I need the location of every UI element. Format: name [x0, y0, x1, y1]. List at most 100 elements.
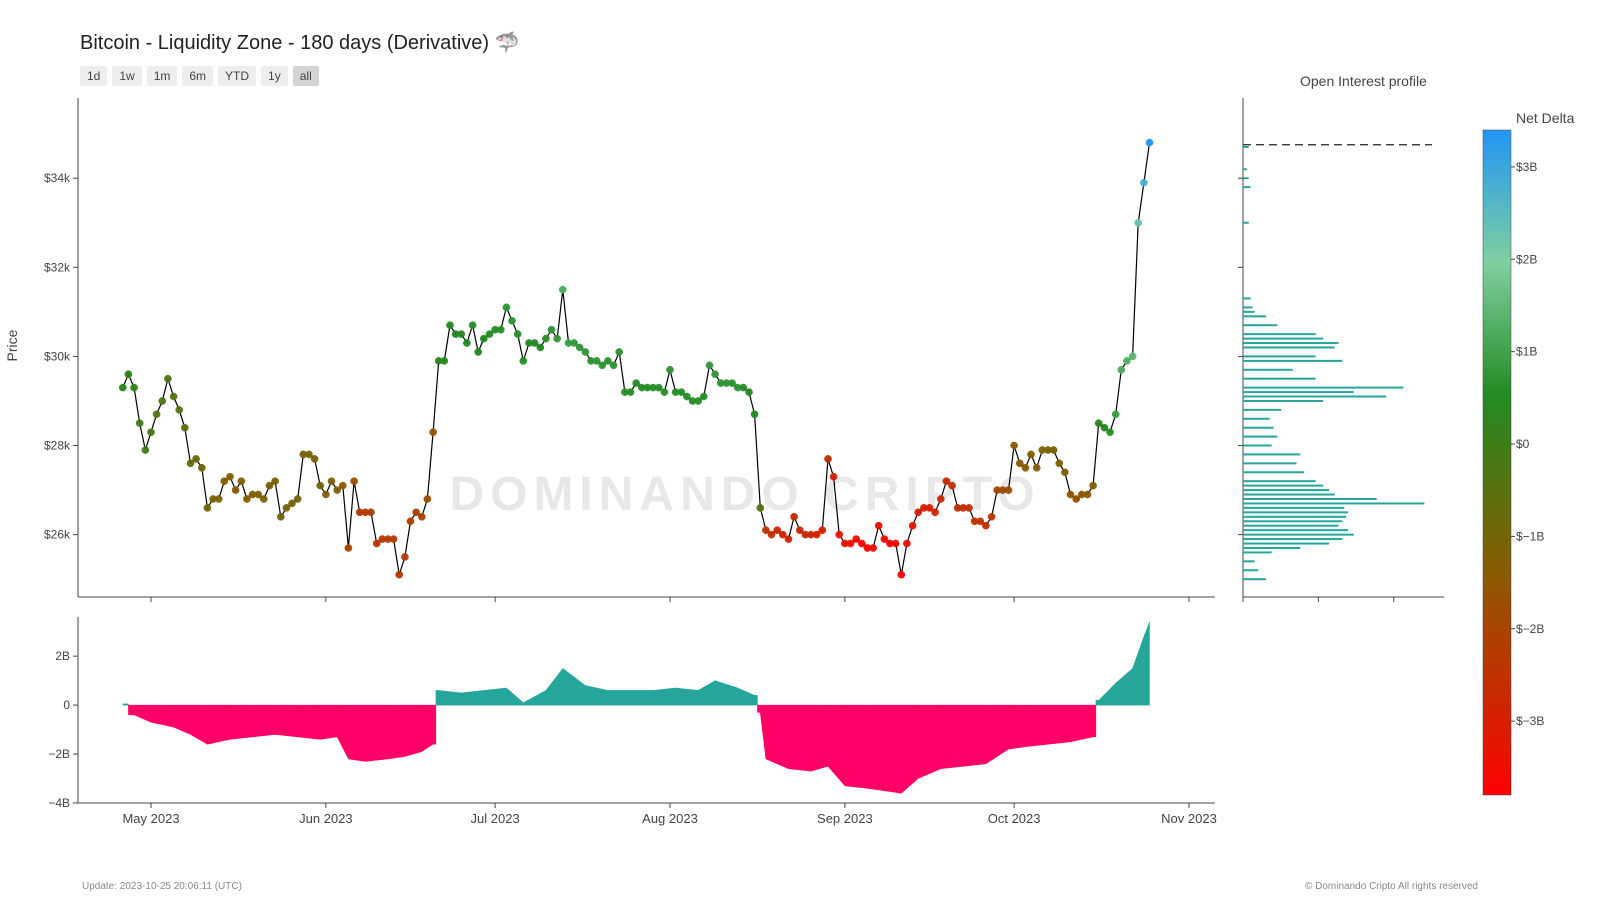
delta-area-segment [675, 687, 699, 706]
price-points [118, 138, 1154, 579]
range-button-1y[interactable]: 1y [261, 66, 288, 86]
colorbar-ticks: $3B $2B $1B $0 $−1B $−2B $−3B [1511, 160, 1544, 728]
delta-area-segment [697, 680, 716, 706]
price-point [485, 330, 494, 338]
oi-bar [1243, 417, 1270, 420]
price-point [237, 477, 246, 486]
delta-area-segment [754, 695, 758, 706]
price-point [666, 365, 674, 374]
delta-area-segment [1132, 636, 1145, 706]
price-point [389, 535, 398, 543]
oi-bar [1243, 395, 1387, 398]
colorbar-tick-label: $−2B [1516, 622, 1544, 636]
price-point [1032, 463, 1041, 472]
price-point [310, 455, 319, 463]
price-y-tick-label: $32k [44, 260, 71, 274]
delta-area-segment [757, 704, 761, 713]
watermark: DOMINANDO CRIPTO [449, 468, 1034, 521]
price-point [598, 361, 607, 370]
delta-area-segment [190, 704, 208, 745]
delta-area-segment [652, 687, 676, 706]
delta-area [122, 621, 1150, 794]
delta-area-segment [844, 704, 868, 789]
delta-y-tick-label: 0 [63, 698, 70, 712]
price-point [147, 428, 155, 437]
oi-bars [1243, 146, 1425, 581]
oi-bar [1243, 333, 1316, 336]
price-point [502, 303, 511, 312]
price-point [220, 477, 229, 486]
price-point [412, 508, 420, 517]
oi-bar [1243, 355, 1316, 358]
oi-bar [1243, 408, 1282, 411]
range-button-1d[interactable]: 1d [80, 66, 108, 86]
oi-bar [1243, 426, 1274, 429]
oi-bar [1243, 177, 1249, 180]
delta-area-segment [150, 704, 174, 728]
price-point [530, 339, 539, 347]
delta-area-segment [252, 704, 276, 738]
oi-bar [1243, 515, 1347, 518]
price-point [852, 535, 861, 543]
oi-bar [1243, 480, 1316, 483]
range-button-1m[interactable]: 1m [146, 66, 178, 86]
oi-bar [1243, 529, 1349, 532]
price-point [152, 410, 161, 419]
delta-area-segment [1095, 699, 1099, 706]
x-tick-label: Nov 2023 [1161, 811, 1217, 826]
delta-area-segment [483, 687, 507, 706]
price-point [1128, 352, 1137, 361]
price-point [745, 388, 753, 396]
price-point [401, 553, 409, 561]
range-button-all[interactable]: all [292, 66, 319, 86]
range-button-6m[interactable]: 6m [182, 66, 214, 86]
price-point [705, 361, 714, 370]
price-point [1010, 441, 1018, 450]
oi-bar [1243, 471, 1305, 474]
price-point [756, 504, 765, 512]
delta-area-segment [133, 704, 152, 723]
price-point [750, 410, 759, 419]
price-point [694, 397, 703, 405]
oi-bar [1243, 306, 1253, 309]
delta-area-segment [917, 704, 942, 779]
oi-bar [1243, 435, 1278, 438]
delta-axes: −4B −2B 0 2B May 2023 Jun 2023 Jul 2023 Aug 202… [48, 617, 1217, 826]
delta-area-segment [128, 704, 135, 716]
chart-title: Bitcoin - Liquidity Zone - 180 days (Der… [80, 32, 520, 54]
price-point [773, 526, 782, 535]
net-delta-colorbar [1482, 129, 1512, 796]
price-point [965, 504, 973, 512]
price-point [976, 517, 985, 526]
price-point [214, 495, 223, 503]
oi-bar [1243, 453, 1301, 456]
delta-area-segment [1092, 704, 1097, 738]
oi-bar [1243, 546, 1301, 549]
price-y-tick-label: $26k [44, 528, 71, 542]
x-tick-label: Sep 2023 [817, 811, 873, 826]
price-y-axis-label: Price [4, 329, 20, 361]
price-point [1111, 410, 1120, 419]
delta-area-segment [432, 704, 437, 745]
price-point [141, 446, 150, 454]
price-point [869, 544, 877, 552]
oi-bar [1243, 506, 1345, 509]
delta-area-segment [714, 680, 738, 706]
price-point [1094, 419, 1103, 428]
delta-area-segment [884, 704, 902, 794]
price-point [677, 388, 686, 396]
delta-area-segment [585, 685, 609, 706]
delta-area-segment [940, 704, 964, 770]
delta-area-segment [765, 704, 789, 770]
update-timestamp: Update: 2023-10-25 20:06:11 (UTC) [82, 881, 242, 892]
delta-area-segment [630, 690, 654, 706]
price-point [1066, 490, 1075, 499]
delta-area-segment [229, 704, 253, 740]
price-point [739, 383, 748, 392]
price-point [942, 477, 951, 486]
range-button-1w[interactable]: 1w [112, 66, 142, 86]
price-point [446, 321, 454, 330]
range-button-ytd[interactable]: YTD [218, 66, 257, 86]
x-tick-label: Aug 2023 [642, 811, 698, 826]
price-point [519, 357, 528, 365]
